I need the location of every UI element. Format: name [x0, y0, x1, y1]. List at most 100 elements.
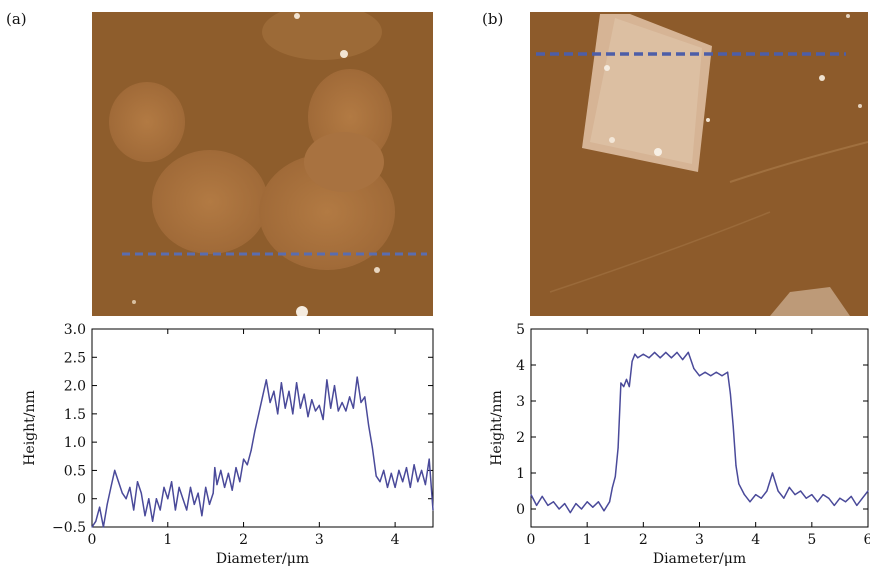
data-point [243, 458, 245, 460]
data-point [794, 494, 796, 496]
data-point [224, 486, 226, 488]
y-tick-label: 0 [516, 502, 525, 518]
data-point [648, 357, 650, 359]
data-point [432, 509, 434, 511]
data-point [133, 509, 135, 511]
data-point [735, 465, 737, 467]
data-point [163, 486, 165, 488]
data-point [620, 382, 622, 384]
data-point [368, 424, 370, 426]
x-tick-label: 1 [163, 532, 172, 548]
data-point [867, 490, 869, 492]
data-point [715, 371, 717, 373]
data-point [261, 396, 264, 398]
profile-chart-a: 0 1 2 3 4−0.500.51.01.52.02.53.0Diameter/μmH… [22, 322, 434, 567]
data-point [148, 498, 150, 500]
data-point [421, 469, 423, 471]
data-point [330, 407, 332, 409]
data-point [288, 390, 290, 392]
data-point [314, 410, 317, 412]
data-point [597, 501, 600, 503]
data-point [296, 382, 298, 384]
data-point [654, 351, 656, 353]
data-point [91, 526, 93, 528]
data-point [189, 486, 192, 488]
data-point [114, 469, 116, 471]
data-point [732, 425, 734, 427]
data-point [341, 401, 343, 404]
data-point [212, 492, 214, 494]
x-tick-label: 2 [639, 532, 648, 548]
data-point [201, 515, 203, 517]
data-point [659, 357, 661, 359]
data-point [631, 360, 633, 362]
data-point [349, 396, 351, 398]
data-point [569, 511, 571, 514]
data-point [379, 481, 381, 483]
data-point [586, 501, 588, 503]
data-point [856, 504, 858, 506]
data-point [738, 483, 740, 485]
data-point [239, 481, 241, 483]
data-point [413, 464, 415, 466]
data-point [665, 351, 667, 353]
x-tick-label: 3 [315, 532, 324, 548]
y-tick-label: 2 [516, 430, 525, 446]
x-axis-label: Diameter/μm [216, 551, 309, 567]
data-point [375, 475, 377, 477]
data-point [394, 486, 396, 488]
x-tick-label: 0 [88, 532, 97, 548]
data-point [727, 371, 729, 373]
data-point [246, 464, 248, 466]
data-point [167, 498, 169, 500]
data-point [698, 375, 701, 377]
y-tick-label: 0.5 [64, 463, 86, 479]
series-line [91, 376, 434, 528]
data-point [360, 401, 362, 404]
data-point [214, 467, 216, 469]
x-tick-label: 1 [583, 532, 592, 548]
data-point [617, 447, 619, 449]
data-point [704, 371, 706, 373]
data-point [193, 503, 195, 505]
data-point [816, 501, 819, 503]
data-point [333, 385, 336, 387]
data-point [536, 504, 538, 506]
data-point [277, 413, 279, 415]
data-point [558, 508, 560, 510]
data-point [155, 498, 157, 500]
data-point [628, 386, 630, 388]
data-point [564, 503, 566, 505]
data-point [670, 357, 673, 359]
data-point [269, 401, 271, 404]
y-tick-label: 5 [516, 322, 525, 338]
data-point [771, 472, 774, 474]
data-point [822, 494, 824, 496]
data-point [676, 351, 678, 353]
data-point [710, 375, 712, 377]
data-point [777, 490, 779, 492]
data-point [580, 508, 583, 510]
data-point [398, 469, 400, 471]
x-tick-label: 6 [864, 532, 870, 548]
data-point [356, 376, 358, 378]
data-point [614, 476, 616, 478]
data-point [303, 393, 305, 395]
data-point [318, 404, 320, 406]
data-point [417, 481, 419, 483]
data-point [337, 410, 339, 412]
data-point [250, 450, 252, 452]
data-point [861, 497, 864, 499]
data-point [428, 458, 430, 460]
data-point [102, 526, 104, 528]
data-point [273, 390, 275, 392]
data-point [178, 486, 180, 488]
data-point [140, 492, 142, 494]
panel-label-a: (a) [6, 10, 27, 28]
grain [152, 150, 268, 254]
data-point [197, 492, 199, 494]
data-point [216, 484, 218, 486]
data-point [828, 497, 830, 499]
x-tick-label: 4 [751, 532, 760, 548]
data-point [371, 447, 373, 449]
